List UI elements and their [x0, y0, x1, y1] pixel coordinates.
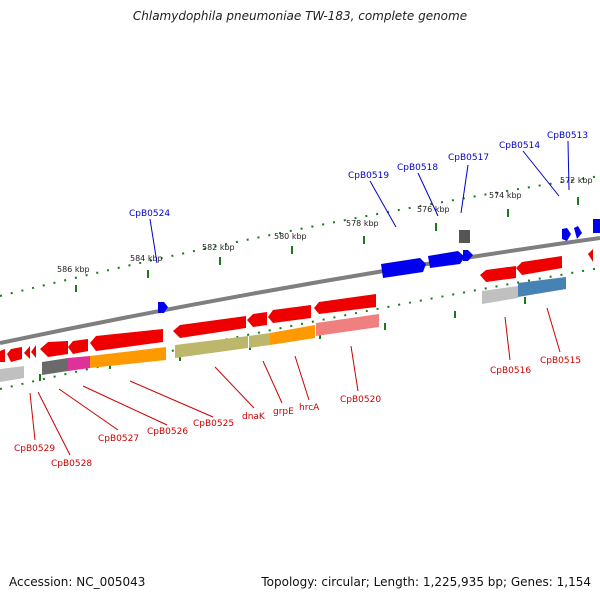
scale-label: 574 kbp: [489, 191, 522, 200]
reverse-gene-CpB0525[interactable]: [90, 329, 163, 351]
gene-label[interactable]: CpB0526: [147, 427, 188, 437]
annotation-bar-darkgrey[interactable]: [42, 358, 68, 375]
scale-label: 582 kbp: [202, 243, 235, 252]
annotation-bar-olive[interactable]: [175, 336, 248, 358]
gene-label[interactable]: CpB0520: [340, 395, 381, 405]
reverse-gene-CpB0527[interactable]: [40, 341, 68, 357]
reverse-gene-grpE[interactable]: [247, 312, 267, 327]
scale-label: 576 kbp: [417, 205, 450, 214]
scale-label: 572 kbp: [560, 176, 593, 185]
scale-label: 584 kbp: [130, 254, 163, 263]
annotation-bar-grey-1[interactable]: [0, 366, 24, 382]
genome-backbone: [0, 236, 600, 345]
gene-label[interactable]: dnaK: [242, 412, 266, 422]
gene-label[interactable]: grpE: [273, 407, 294, 417]
gene-label[interactable]: CpB0515: [540, 356, 581, 366]
reverse-gene-CpB0515[interactable]: [516, 256, 562, 275]
scale-label: 578 kbp: [346, 219, 379, 228]
annotation-bar-pink[interactable]: [316, 314, 379, 336]
annotation-bar-olive-2[interactable]: [249, 333, 270, 348]
forward-gene-CpB0514[interactable]: [562, 228, 571, 241]
forward-gene-small[interactable]: [463, 250, 473, 261]
reverse-callout-lines: [29, 307, 561, 456]
gene-label[interactable]: CpB0527: [98, 434, 139, 444]
reverse-gene-edge-3[interactable]: [588, 249, 593, 262]
forward-gene-CpB0513[interactable]: [574, 226, 582, 239]
upper-major-ticks: [75, 197, 579, 292]
gene-label[interactable]: CpB0525: [193, 419, 234, 429]
map-title: Chlamydophila pneumoniae TW-183, complet…: [132, 9, 468, 23]
gene-label[interactable]: CpB0518: [397, 163, 438, 173]
topology-text: Topology: circular; Length: 1,225,935 bp…: [261, 575, 591, 589]
scale-label: 580 kbp: [274, 232, 307, 241]
annotation-bar-orange-1[interactable]: [90, 347, 166, 368]
reverse-gene-dnaK[interactable]: [173, 316, 246, 338]
gene-label[interactable]: CpB0528: [51, 459, 92, 469]
forward-gene-CpB0517[interactable]: [459, 230, 470, 243]
gene-label[interactable]: CpB0517: [448, 153, 489, 163]
gene-label[interactable]: CpB0524: [129, 209, 170, 219]
gene-label[interactable]: CpB0514: [499, 141, 540, 151]
annotation-bar-orange-2[interactable]: [270, 325, 315, 345]
reverse-gene-edge-2[interactable]: [7, 347, 22, 362]
reverse-gene-CpB0526[interactable]: [68, 339, 88, 354]
gene-label[interactable]: CpB0513: [547, 131, 588, 141]
reverse-gene-hrcA[interactable]: [268, 305, 311, 323]
scale-label: 586 kbp: [57, 265, 90, 274]
gene-label[interactable]: hrcA: [299, 403, 320, 413]
reverse-gene-edge-1[interactable]: [0, 349, 5, 362]
gene-label[interactable]: CpB0519: [348, 171, 389, 181]
reverse-gene-CpB0520[interactable]: [314, 294, 376, 314]
annotation-bar-grey-2[interactable]: [482, 286, 518, 304]
forward-gene-edge[interactable]: [593, 219, 600, 233]
annotation-bar-steelblue[interactable]: [518, 277, 566, 297]
reverse-gene-CpB0529[interactable]: [24, 346, 30, 359]
gene-label[interactable]: CpB0516: [490, 366, 531, 376]
gene-label[interactable]: CpB0529: [14, 444, 55, 454]
forward-gene-CpB0519[interactable]: [381, 258, 426, 278]
reverse-gene-CpB0516[interactable]: [480, 266, 516, 282]
forward-gene-CpB0524[interactable]: [158, 302, 168, 313]
reverse-gene-CpB0528[interactable]: [31, 345, 36, 358]
annotation-bar-magenta[interactable]: [68, 356, 90, 371]
accession-text: Accession: NC_005043: [9, 575, 146, 589]
forward-gene-CpB0518[interactable]: [428, 251, 465, 268]
forward-callout-lines: [149, 140, 570, 264]
